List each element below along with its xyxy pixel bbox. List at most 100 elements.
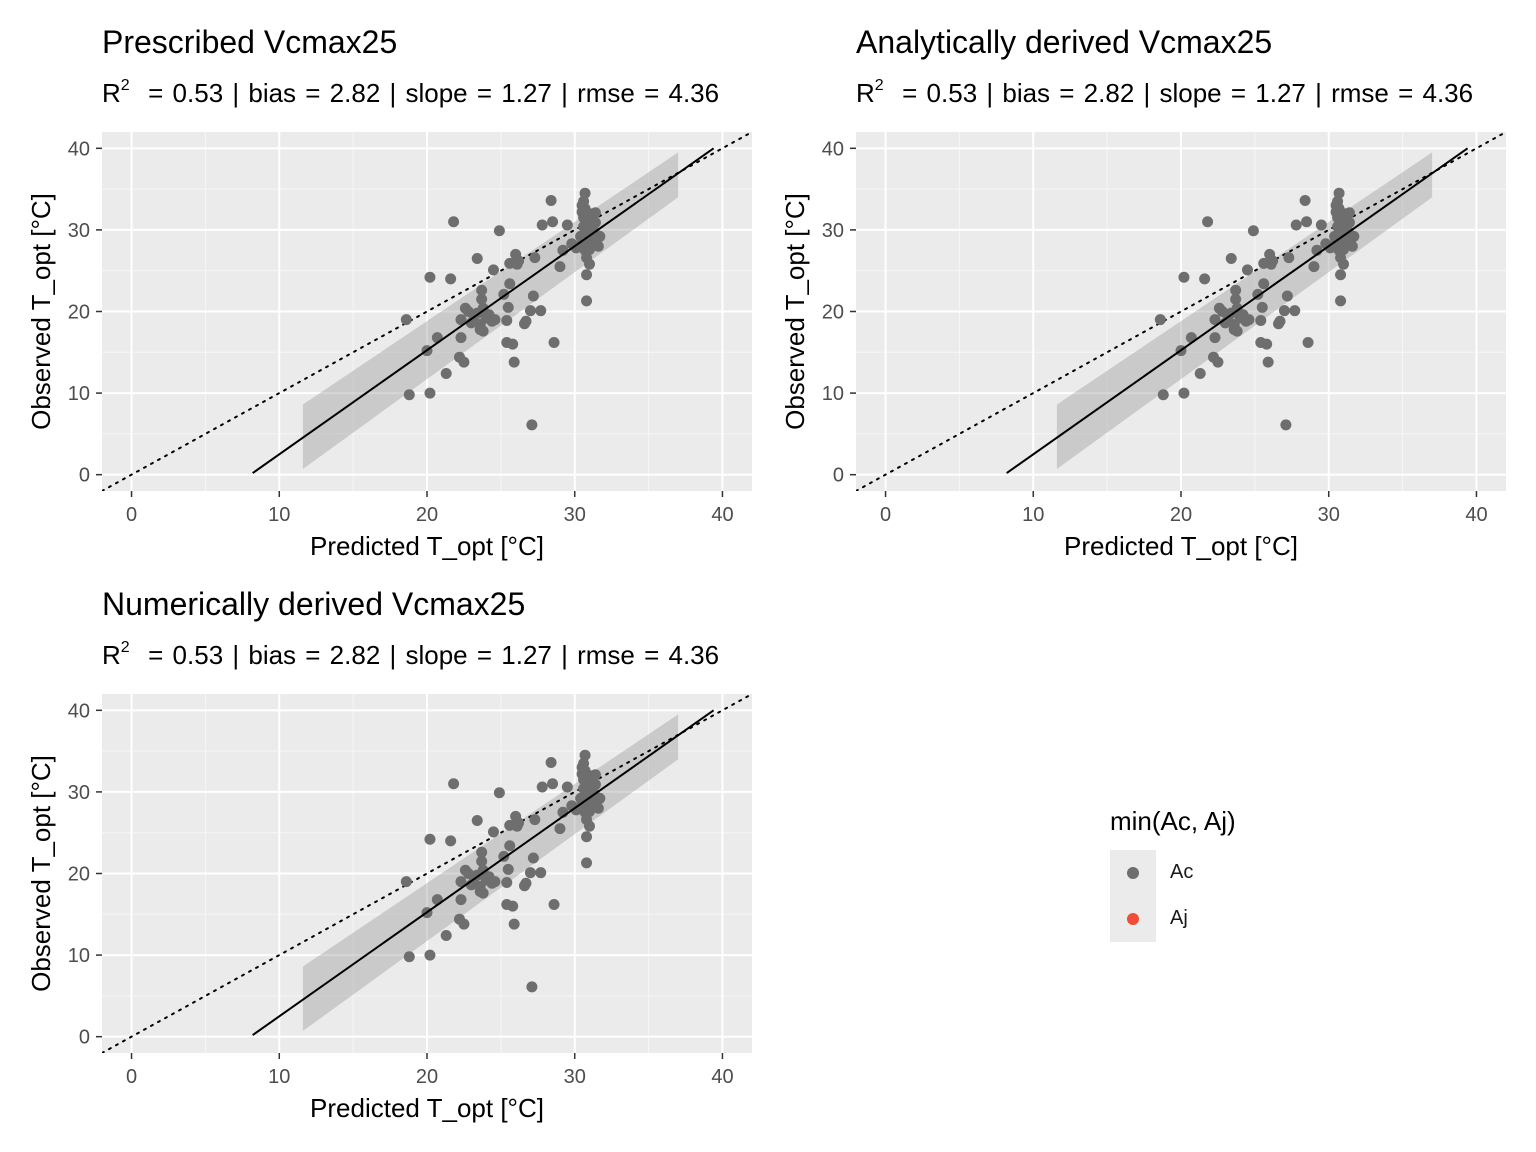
data-point bbox=[581, 269, 593, 281]
panel-title: Numerically derived Vcmax25 bbox=[102, 586, 526, 622]
legend-dot-aj bbox=[1127, 913, 1139, 925]
data-point bbox=[529, 252, 541, 264]
legend-key-ac bbox=[1110, 850, 1156, 896]
data-point bbox=[513, 255, 525, 267]
data-point bbox=[561, 219, 573, 231]
y-tick-label: 10 bbox=[822, 383, 844, 405]
data-point bbox=[458, 356, 470, 368]
data-point bbox=[1231, 325, 1243, 337]
data-point bbox=[1243, 314, 1255, 326]
x-tick-label: 30 bbox=[1318, 504, 1340, 526]
x-tick-label: 10 bbox=[268, 1066, 290, 1088]
fit-line bbox=[1006, 147, 1469, 474]
x-tick-label: 30 bbox=[564, 1066, 586, 1088]
legend-label-aj: Aj bbox=[1170, 907, 1188, 929]
y-tick-label: 10 bbox=[68, 945, 90, 967]
data-point bbox=[524, 305, 536, 317]
legend-title: min(Ac, Aj) bbox=[1110, 806, 1236, 836]
data-point bbox=[489, 314, 501, 326]
data-point bbox=[1230, 293, 1242, 305]
data-point bbox=[1301, 216, 1313, 228]
data-point bbox=[424, 833, 436, 845]
reference-line-1to1 bbox=[856, 132, 1506, 491]
data-point bbox=[526, 419, 538, 431]
data-point bbox=[455, 314, 467, 326]
data-point bbox=[476, 846, 488, 858]
data-point bbox=[547, 216, 559, 228]
panel-metrics: R2 = 0.53 | bias = 2.82 | slope = 1.27 |… bbox=[856, 78, 1474, 108]
data-point bbox=[1335, 295, 1347, 307]
data-point bbox=[440, 368, 452, 380]
data-point bbox=[507, 338, 519, 350]
data-point bbox=[1274, 315, 1286, 327]
data-point bbox=[584, 820, 595, 832]
x-tick-label: 20 bbox=[416, 504, 438, 526]
x-axis-title: Predicted T_opt [°C] bbox=[1064, 531, 1298, 561]
data-point bbox=[424, 271, 436, 283]
data-point bbox=[448, 216, 460, 228]
data-point bbox=[554, 823, 566, 835]
data-point bbox=[536, 781, 548, 793]
y-tick-label: 0 bbox=[79, 1027, 90, 1049]
fit-line bbox=[252, 147, 715, 474]
data-point bbox=[589, 207, 601, 219]
data-point bbox=[448, 778, 460, 790]
data-point bbox=[527, 852, 539, 864]
data-point bbox=[1256, 301, 1268, 313]
y-tick-label: 40 bbox=[822, 138, 844, 160]
y-tick-label: 30 bbox=[822, 220, 844, 242]
x-tick-label: 0 bbox=[126, 1066, 137, 1088]
data-point bbox=[489, 876, 501, 888]
legend-label-ac: Ac bbox=[1170, 861, 1194, 883]
panel-prescribed: Prescribed Vcmax25 R2 = 0.53 | bias = 2.… bbox=[0, 0, 780, 570]
data-point bbox=[1157, 389, 1169, 401]
x-tick-label: 0 bbox=[880, 504, 891, 526]
data-point bbox=[1333, 187, 1345, 199]
data-point bbox=[1290, 219, 1302, 231]
data-point bbox=[520, 877, 532, 889]
y-tick-label: 0 bbox=[833, 465, 844, 487]
data-point bbox=[1308, 261, 1320, 273]
panel-title: Analytically derived Vcmax25 bbox=[856, 24, 1273, 60]
data-point bbox=[1194, 368, 1206, 380]
data-point bbox=[1338, 258, 1349, 270]
data-point bbox=[476, 855, 488, 867]
scatter-plot: 0 10 20 30 40 0 10 20 30 40 Predicted T_opt [°C] Ob… bbox=[26, 694, 752, 1123]
x-tick-label: 20 bbox=[416, 1066, 438, 1088]
x-tick-label: 30 bbox=[564, 504, 586, 526]
data-point bbox=[1315, 219, 1327, 231]
data-point bbox=[403, 389, 415, 401]
x-axis-title: Predicted T_opt [°C] bbox=[310, 531, 544, 561]
data-point bbox=[501, 314, 513, 326]
data-point bbox=[471, 252, 483, 264]
data-point bbox=[471, 814, 483, 826]
data-point bbox=[502, 863, 514, 875]
data-point bbox=[592, 240, 604, 252]
data-point bbox=[581, 857, 593, 869]
data-point bbox=[1209, 314, 1221, 326]
data-point bbox=[1267, 255, 1279, 267]
data-point bbox=[507, 900, 519, 912]
data-point bbox=[535, 305, 547, 317]
data-point bbox=[594, 792, 606, 804]
data-point bbox=[589, 217, 601, 229]
data-point bbox=[545, 757, 557, 769]
y-axis-title: Observed T_opt [°C] bbox=[780, 193, 810, 430]
panel-metrics: R2 = 0.53 | bias = 2.82 | slope = 1.27 |… bbox=[102, 78, 720, 108]
data-point bbox=[1346, 240, 1358, 252]
data-point bbox=[476, 293, 488, 305]
y-tick-label: 10 bbox=[68, 383, 90, 405]
data-point bbox=[1154, 314, 1166, 326]
x-tick-label: 40 bbox=[1465, 504, 1487, 526]
y-tick-label: 40 bbox=[68, 700, 90, 722]
data-point bbox=[1280, 419, 1292, 431]
data-point bbox=[1278, 305, 1290, 317]
data-point bbox=[1178, 387, 1190, 399]
data-point bbox=[1348, 230, 1360, 242]
data-point bbox=[1343, 207, 1355, 219]
panel-title: Prescribed Vcmax25 bbox=[102, 24, 398, 60]
x-tick-label: 20 bbox=[1170, 504, 1192, 526]
x-tick-label: 40 bbox=[711, 1066, 733, 1088]
scatter-plot: 0 10 20 30 40 0 10 20 30 40 Predicted T_opt [°C] Ob… bbox=[26, 132, 752, 561]
data-point bbox=[445, 835, 457, 847]
